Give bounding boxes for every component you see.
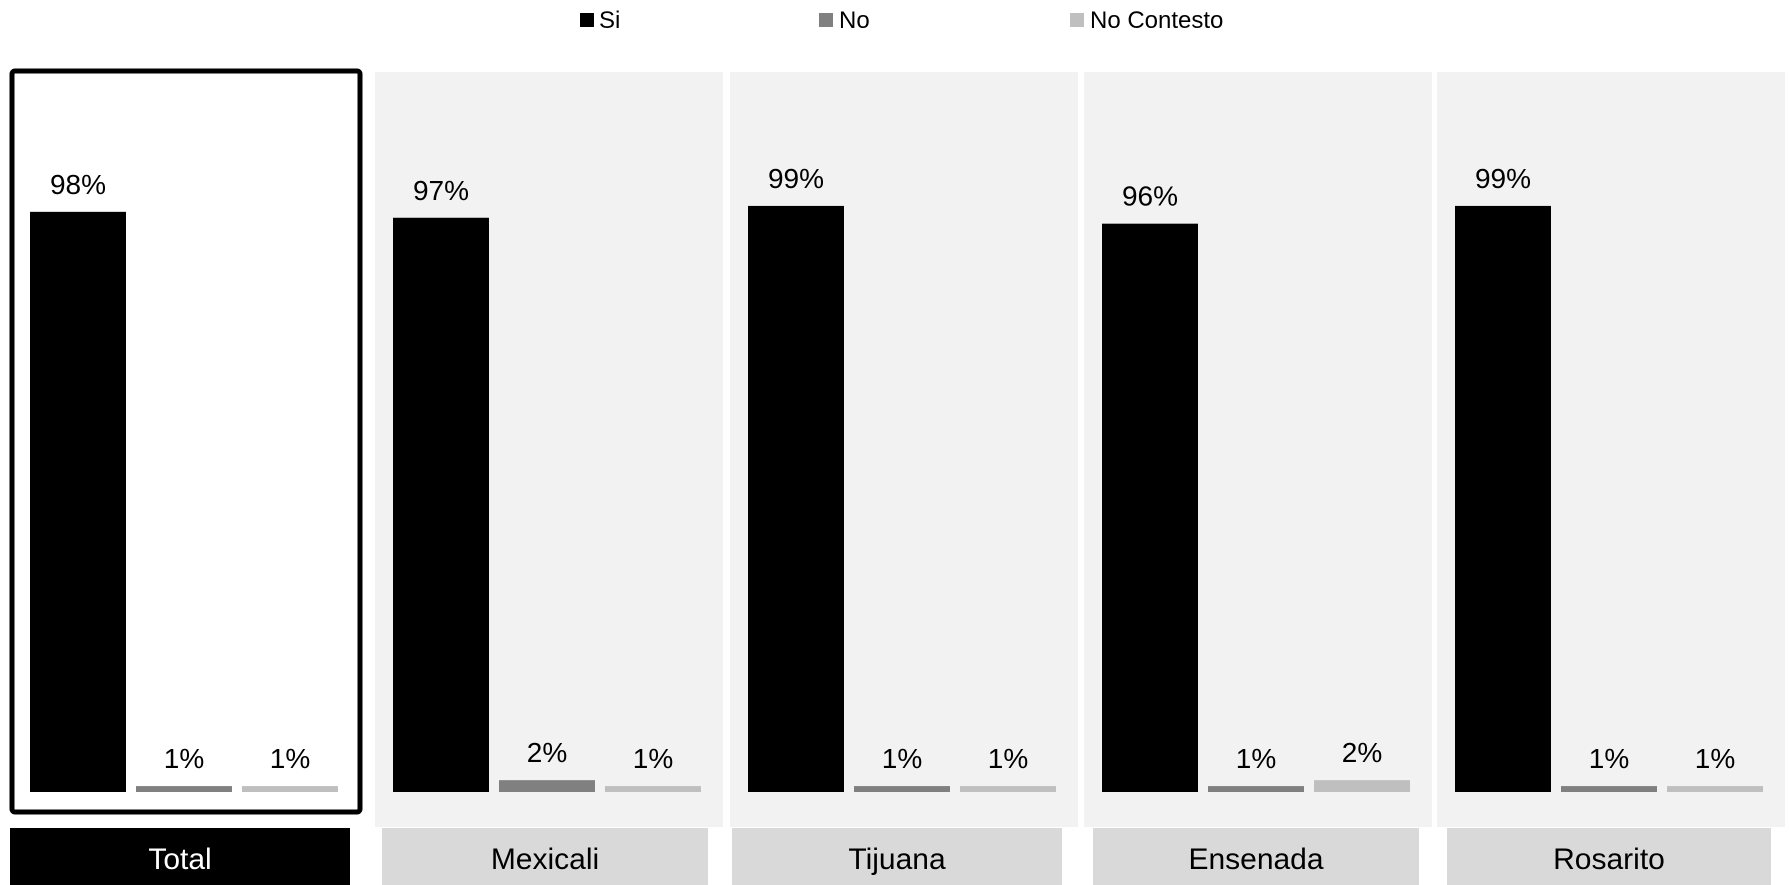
legend-swatch-no-contesto [1070, 13, 1084, 27]
value-label-rosarito-si: 99% [1475, 163, 1531, 194]
bar-tijuana-no-contesto [960, 786, 1056, 792]
value-label-rosarito-no-contesto: 1% [1695, 743, 1735, 774]
category-label-mexicali: Mexicali [491, 843, 599, 876]
value-label-mexicali-no: 2% [527, 737, 567, 768]
category-labels: Total Mexicali Tijuana Ensenada Rosarito [10, 828, 1771, 885]
legend-swatch-no [819, 13, 833, 27]
category-label-box-tijuana [732, 828, 1062, 885]
bar-rosarito-no-contesto [1667, 786, 1763, 792]
value-label-ensenada-no: 1% [1236, 743, 1276, 774]
category-label-ensenada: Ensenada [1188, 843, 1323, 876]
bar-ensenada-no-contesto [1314, 780, 1410, 792]
bar-tijuana-si [748, 205, 844, 793]
bar-total-no [136, 786, 232, 792]
category-label-rosarito: Rosarito [1553, 843, 1665, 876]
bar-mexicali-no [499, 780, 595, 792]
value-label-tijuana-si: 99% [768, 163, 824, 194]
bar-ensenada-si [1102, 223, 1198, 792]
value-label-total-no-contesto: 1% [270, 743, 310, 774]
legend-swatch-si [580, 13, 594, 27]
legend-label-no-contesto: No Contesto [1090, 7, 1223, 34]
category-label-box-rosarito [1447, 828, 1771, 885]
data-labels: 98% 1% 1% 97% 2% 1% 99% 1% 1% 96% 1% 2% 99% 1% 1% [50, 163, 1735, 774]
bar-total-si [30, 211, 126, 793]
value-label-rosarito-no: 1% [1589, 743, 1629, 774]
value-label-tijuana-no: 1% [882, 743, 922, 774]
category-label-box-ensenada [1093, 828, 1419, 885]
bar-mexicali-no-contesto [605, 786, 701, 792]
value-label-tijuana-no-contesto: 1% [988, 743, 1028, 774]
bar-rosarito-no [1561, 786, 1657, 792]
legend-item-no: No [819, 7, 870, 34]
value-label-total-si: 98% [50, 169, 106, 200]
category-label-tijuana: Tijuana [848, 843, 946, 876]
category-label-total: Total [148, 843, 211, 876]
bar-ensenada-no [1208, 786, 1304, 792]
chart-legend: Si No No Contesto [580, 7, 1223, 34]
bar-mexicali-si [393, 217, 489, 792]
category-label-box-total [10, 828, 350, 885]
bar-total-no-contesto [242, 786, 338, 792]
legend-label-si: Si [599, 7, 620, 34]
bar-tijuana-no [854, 786, 950, 792]
legend-item-no-contesto: No Contesto [1070, 7, 1223, 34]
value-label-ensenada-no-contesto: 2% [1342, 737, 1382, 768]
category-label-box-mexicali [382, 828, 708, 885]
value-label-mexicali-no-contesto: 1% [633, 743, 673, 774]
value-label-ensenada-si: 96% [1122, 181, 1178, 212]
bar-rosarito-si [1455, 205, 1551, 793]
legend-label-no: No [839, 7, 870, 34]
chart-bars [30, 205, 1763, 793]
legend-item-si: Si [580, 7, 620, 34]
value-label-mexicali-si: 97% [413, 175, 469, 206]
value-label-total-no: 1% [164, 743, 204, 774]
